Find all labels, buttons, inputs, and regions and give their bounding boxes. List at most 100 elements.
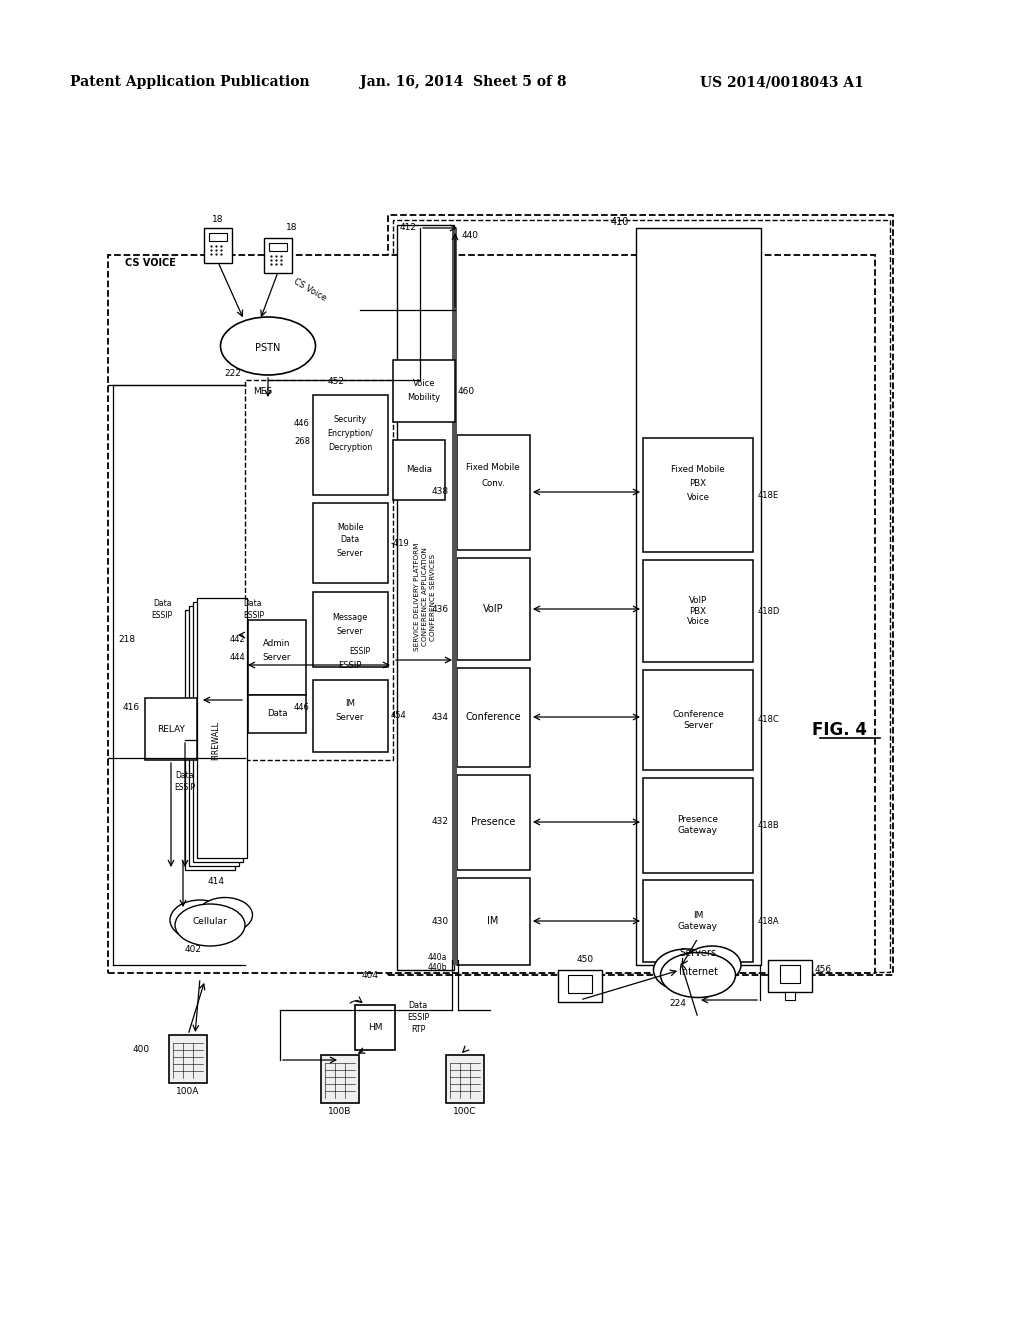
Text: SERVICE DELIVERY PLATFORM
CONFERENCE APPLICATION
CONFERENCE SERVICES: SERVICE DELIVERY PLATFORM CONFERENCE APP… (414, 543, 436, 651)
Text: Data: Data (243, 599, 261, 609)
Text: Data: Data (409, 1001, 428, 1010)
Bar (321, 1055, 359, 1104)
Bar (108, 255, 874, 973)
Bar (197, 598, 247, 858)
Text: Servers: Servers (680, 948, 717, 958)
Bar (643, 438, 753, 552)
Text: IM: IM (487, 916, 499, 927)
Text: ESSIP: ESSIP (151, 611, 172, 620)
Bar (185, 610, 234, 870)
Bar (768, 960, 812, 993)
Text: 454: 454 (391, 711, 407, 721)
Text: Server: Server (337, 549, 364, 557)
Bar (457, 436, 530, 550)
Bar (313, 680, 388, 752)
Text: 100A: 100A (176, 1088, 200, 1097)
Text: 412: 412 (400, 223, 417, 231)
Text: PBX: PBX (689, 479, 707, 488)
Text: VoIP: VoIP (482, 605, 504, 614)
Text: Security: Security (334, 414, 367, 424)
Text: 410: 410 (610, 216, 629, 227)
Text: 418D: 418D (758, 606, 780, 615)
Text: Data: Data (154, 599, 172, 609)
Text: 402: 402 (185, 945, 202, 954)
Text: Decryption: Decryption (328, 442, 372, 451)
Bar (355, 1005, 395, 1049)
Text: FIG. 4: FIG. 4 (812, 721, 867, 739)
Bar (643, 777, 753, 873)
Bar (643, 880, 753, 962)
Text: Data: Data (266, 710, 288, 718)
Text: Fixed Mobile: Fixed Mobile (466, 462, 520, 471)
Text: Admin: Admin (263, 639, 291, 648)
Bar (780, 965, 800, 983)
Text: Mobility: Mobility (408, 393, 440, 403)
Text: 418B: 418B (758, 821, 779, 829)
Text: -419: -419 (391, 539, 410, 548)
Ellipse shape (170, 900, 230, 940)
Bar (189, 606, 239, 866)
Ellipse shape (175, 904, 245, 946)
Text: Message: Message (333, 614, 368, 623)
Bar (643, 671, 753, 770)
Text: 452: 452 (328, 378, 345, 387)
Bar (558, 970, 602, 1002)
Bar (393, 360, 455, 422)
Text: 414: 414 (208, 878, 224, 887)
Bar (204, 228, 232, 263)
Bar (245, 380, 393, 760)
Text: 446: 446 (294, 704, 310, 713)
Text: US 2014/0018043 A1: US 2014/0018043 A1 (700, 75, 864, 88)
Text: Server: Server (336, 714, 365, 722)
Ellipse shape (220, 317, 315, 375)
Text: 440: 440 (462, 231, 478, 239)
Bar (397, 224, 454, 970)
Text: Data: Data (176, 771, 195, 780)
Bar (457, 558, 530, 660)
Text: ESSIP: ESSIP (174, 783, 196, 792)
Text: Server: Server (337, 627, 364, 636)
Text: 432: 432 (432, 817, 449, 826)
Text: Data: Data (340, 536, 359, 544)
Bar (313, 395, 388, 495)
Bar (393, 440, 445, 500)
Bar (457, 668, 530, 767)
Text: RELAY: RELAY (157, 725, 185, 734)
Bar (785, 993, 795, 1001)
Text: 404: 404 (361, 970, 379, 979)
Text: IM
Gateway: IM Gateway (678, 911, 718, 931)
Text: 218: 218 (118, 635, 135, 644)
Text: 450: 450 (577, 956, 594, 965)
Text: FIREWALL: FIREWALL (212, 721, 220, 759)
Ellipse shape (198, 898, 253, 932)
Ellipse shape (683, 946, 741, 983)
Text: 400: 400 (133, 1045, 150, 1055)
Text: PSTN: PSTN (255, 343, 281, 352)
Text: Mobile: Mobile (337, 523, 364, 532)
Text: 438: 438 (432, 487, 449, 496)
Text: 18: 18 (287, 223, 298, 232)
Bar (636, 228, 761, 965)
Text: Conv.: Conv. (481, 479, 505, 487)
Text: CS Voice: CS Voice (292, 277, 328, 304)
Bar (452, 228, 457, 965)
Text: Presence: Presence (471, 817, 515, 828)
Text: VoIP
PBX
Voice: VoIP PBX Voice (686, 597, 710, 626)
Bar (446, 1055, 484, 1104)
Text: Conference: Conference (465, 711, 521, 722)
Text: Media: Media (406, 466, 432, 474)
Text: Presence
Gateway: Presence Gateway (678, 816, 719, 834)
Text: Internet: Internet (679, 968, 718, 977)
Text: 440b: 440b (427, 964, 447, 973)
Text: CS VOICE: CS VOICE (125, 257, 176, 268)
Text: 222: 222 (224, 370, 242, 379)
Bar (209, 234, 227, 242)
Text: RTP: RTP (411, 1024, 425, 1034)
Bar (568, 975, 592, 993)
Text: 224: 224 (670, 998, 686, 1007)
Bar (169, 1035, 207, 1082)
Text: Server: Server (263, 653, 291, 663)
Text: 434: 434 (432, 713, 449, 722)
Text: MES: MES (253, 388, 272, 396)
Text: 446: 446 (294, 418, 310, 428)
